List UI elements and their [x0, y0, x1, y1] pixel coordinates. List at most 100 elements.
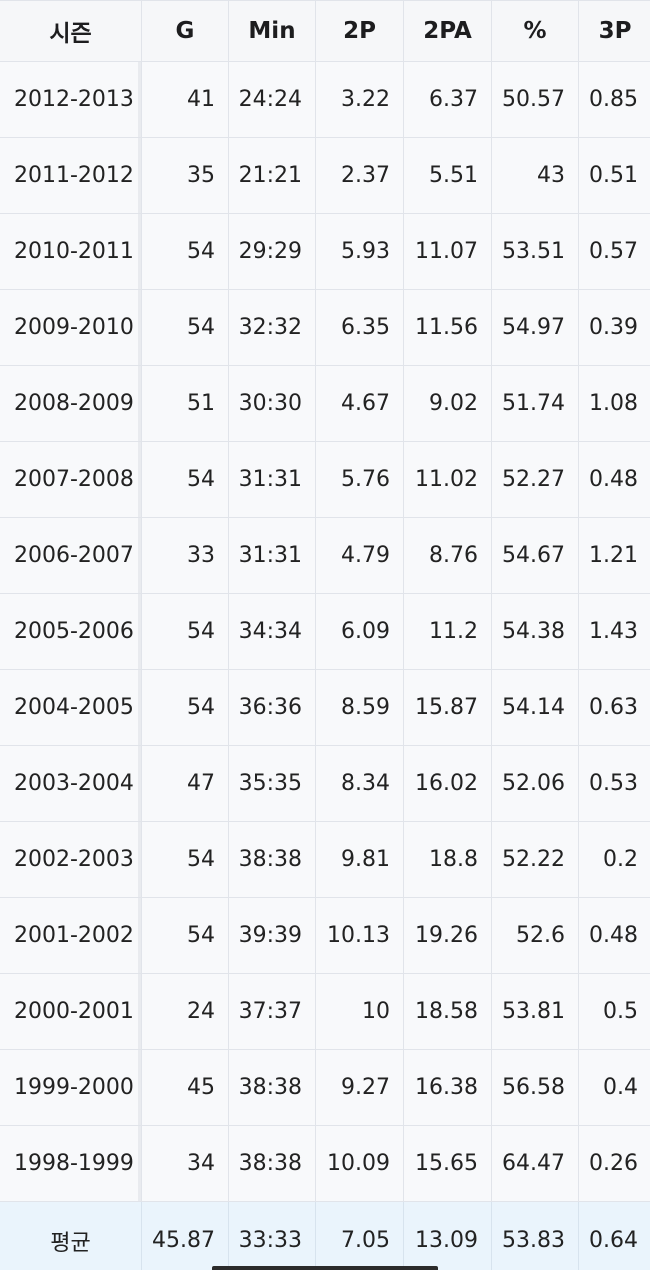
header-row: 시즌 G Min 2P 2PA % 3P	[0, 0, 650, 62]
games-cell: 34	[141, 1125, 229, 1202]
games-cell: 54	[141, 593, 229, 670]
2pa-cell: 11.2	[403, 593, 492, 670]
percent-cell: 64.47	[491, 1125, 579, 1202]
games-cell: 54	[141, 213, 229, 290]
horizontal-scrollbar-thumb[interactable]	[212, 1266, 438, 1270]
header-season[interactable]: 시즌	[0, 0, 142, 62]
2p-cell: 10	[315, 973, 404, 1050]
header-3p[interactable]: 3P	[578, 0, 650, 62]
3p-cell: 0.63	[578, 669, 650, 746]
2pa-cell: 18.58	[403, 973, 492, 1050]
minutes-cell: 35:35	[228, 745, 316, 822]
3p-cell: 0.51	[578, 137, 650, 214]
2p-cell: 9.81	[315, 821, 404, 898]
games-cell: 33	[141, 517, 229, 594]
table-row: 2002-2003 54 38:38 9.81 18.8 52.22 0.2	[0, 821, 650, 898]
table-row: 2006-2007 33 31:31 4.79 8.76 54.67 1.21	[0, 517, 650, 594]
percent-cell: 52.27	[491, 441, 579, 518]
3p-cell: 0.5	[578, 973, 650, 1050]
table-row: 2001-2002 54 39:39 10.13 19.26 52.6 0.48	[0, 897, 650, 974]
2pa-cell: 16.38	[403, 1049, 492, 1126]
percent-cell: 54.97	[491, 289, 579, 366]
minutes-cell: 36:36	[228, 669, 316, 746]
average-label: 평균	[0, 1201, 142, 1270]
2pa-cell: 11.07	[403, 213, 492, 290]
season-cell: 2001-2002	[0, 897, 142, 974]
season-cell: 2012-2013	[0, 61, 142, 138]
table-row: 1999-2000 45 38:38 9.27 16.38 56.58 0.4	[0, 1049, 650, 1126]
2pa-cell: 6.37	[403, 61, 492, 138]
season-cell: 2006-2007	[0, 517, 142, 594]
3p-cell: 0.4	[578, 1049, 650, 1126]
2p-cell: 6.09	[315, 593, 404, 670]
header-percent[interactable]: %	[491, 0, 579, 62]
season-cell: 1999-2000	[0, 1049, 142, 1126]
minutes-cell: 38:38	[228, 821, 316, 898]
2pa-cell: 15.87	[403, 669, 492, 746]
header-2p[interactable]: 2P	[315, 0, 404, 62]
minutes-cell: 29:29	[228, 213, 316, 290]
average-2p: 7.05	[315, 1201, 404, 1270]
season-cell: 2010-2011	[0, 213, 142, 290]
3p-cell: 0.85	[578, 61, 650, 138]
percent-cell: 52.6	[491, 897, 579, 974]
minutes-cell: 31:31	[228, 441, 316, 518]
2p-cell: 6.35	[315, 289, 404, 366]
season-cell: 1998-1999	[0, 1125, 142, 1202]
table-row: 2008-2009 51 30:30 4.67 9.02 51.74 1.08	[0, 365, 650, 442]
season-cell: 2003-2004	[0, 745, 142, 822]
table-row: 2005-2006 54 34:34 6.09 11.2 54.38 1.43	[0, 593, 650, 670]
percent-cell: 53.51	[491, 213, 579, 290]
header-2pa[interactable]: 2PA	[403, 0, 492, 62]
table-row: 2009-2010 54 32:32 6.35 11.56 54.97 0.39	[0, 289, 650, 366]
table-row: 2010-2011 54 29:29 5.93 11.07 53.51 0.57	[0, 213, 650, 290]
3p-cell: 0.53	[578, 745, 650, 822]
2pa-cell: 16.02	[403, 745, 492, 822]
3p-cell: 1.21	[578, 517, 650, 594]
games-cell: 54	[141, 897, 229, 974]
table-row: 1998-1999 34 38:38 10.09 15.65 64.47 0.2…	[0, 1125, 650, 1202]
table-row: 2004-2005 54 36:36 8.59 15.87 54.14 0.63	[0, 669, 650, 746]
2pa-cell: 18.8	[403, 821, 492, 898]
2p-cell: 3.22	[315, 61, 404, 138]
minutes-cell: 38:38	[228, 1049, 316, 1126]
2pa-cell: 11.02	[403, 441, 492, 518]
table-row: 2007-2008 54 31:31 5.76 11.02 52.27 0.48	[0, 441, 650, 518]
3p-cell: 0.48	[578, 441, 650, 518]
percent-cell: 54.38	[491, 593, 579, 670]
header-games[interactable]: G	[141, 0, 229, 62]
3p-cell: 0.57	[578, 213, 650, 290]
percent-cell: 51.74	[491, 365, 579, 442]
3p-cell: 0.48	[578, 897, 650, 974]
games-cell: 51	[141, 365, 229, 442]
table-row: 2000-2001 24 37:37 10 18.58 53.81 0.5	[0, 973, 650, 1050]
season-cell: 2004-2005	[0, 669, 142, 746]
season-cell: 2005-2006	[0, 593, 142, 670]
2p-cell: 10.13	[315, 897, 404, 974]
average-row: 평균 45.87 33:33 7.05 13.09 53.83 0.64	[0, 1201, 650, 1270]
games-cell: 54	[141, 669, 229, 746]
percent-cell: 52.22	[491, 821, 579, 898]
table-row: 2012-2013 41 24:24 3.22 6.37 50.57 0.85	[0, 61, 650, 138]
2pa-cell: 5.51	[403, 137, 492, 214]
2p-cell: 4.79	[315, 517, 404, 594]
minutes-cell: 37:37	[228, 973, 316, 1050]
average-minutes: 33:33	[228, 1201, 316, 1270]
2p-cell: 8.34	[315, 745, 404, 822]
season-cell: 2009-2010	[0, 289, 142, 366]
games-cell: 47	[141, 745, 229, 822]
header-minutes[interactable]: Min	[228, 0, 316, 62]
season-cell: 2008-2009	[0, 365, 142, 442]
minutes-cell: 21:21	[228, 137, 316, 214]
season-cell: 2007-2008	[0, 441, 142, 518]
games-cell: 41	[141, 61, 229, 138]
table-header: 시즌 G Min 2P 2PA % 3P	[0, 0, 650, 62]
2p-cell: 9.27	[315, 1049, 404, 1126]
2pa-cell: 11.56	[403, 289, 492, 366]
table-body: 2012-2013 41 24:24 3.22 6.37 50.57 0.85 …	[0, 61, 650, 1270]
2p-cell: 8.59	[315, 669, 404, 746]
average-2pa: 13.09	[403, 1201, 492, 1270]
table-row: 2003-2004 47 35:35 8.34 16.02 52.06 0.53	[0, 745, 650, 822]
minutes-cell: 24:24	[228, 61, 316, 138]
3p-cell: 0.2	[578, 821, 650, 898]
